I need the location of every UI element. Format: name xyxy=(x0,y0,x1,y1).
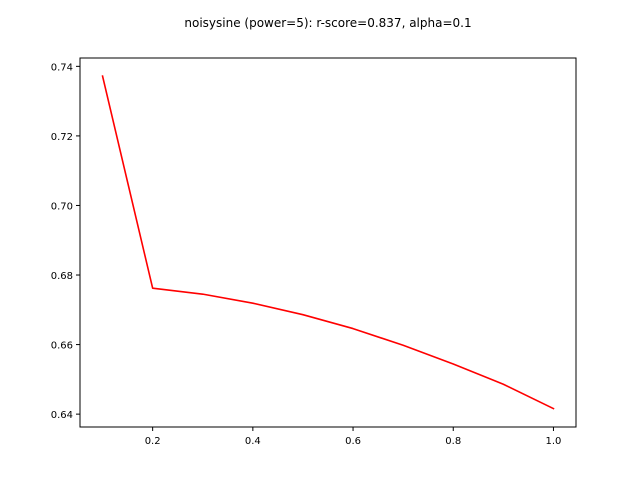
y-tick-label: 0.64 xyxy=(51,410,73,421)
x-tick-label: 0.6 xyxy=(345,436,361,447)
x-tick-label: 1.0 xyxy=(546,436,562,447)
x-axis-ticks: 0.2 0.4 0.6 0.8 1.0 xyxy=(145,427,562,447)
y-tick-label: 0.72 xyxy=(51,132,73,143)
y-axis-ticks: 0.64 0.66 0.68 0.70 0.72 0.74 xyxy=(51,62,80,421)
y-tick-label: 0.66 xyxy=(51,341,73,352)
series-group xyxy=(103,76,554,409)
y-tick-label: 0.74 xyxy=(51,62,73,73)
series-line xyxy=(103,76,554,408)
y-tick-label: 0.70 xyxy=(51,201,73,212)
x-tick-label: 0.8 xyxy=(445,436,461,447)
x-tick-label: 0.2 xyxy=(145,436,161,447)
chart-title: noisysine (power=5): r-score=0.837, alph… xyxy=(184,16,471,30)
x-tick-label: 0.4 xyxy=(245,436,261,447)
y-tick-label: 0.68 xyxy=(51,271,73,282)
plot-frame xyxy=(80,58,576,427)
